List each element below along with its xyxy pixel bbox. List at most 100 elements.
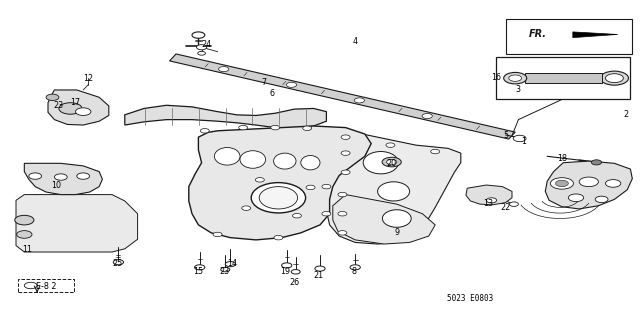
Circle shape (303, 126, 312, 130)
Text: 1: 1 (521, 137, 526, 146)
Polygon shape (573, 32, 618, 38)
Circle shape (113, 260, 124, 265)
Circle shape (322, 184, 331, 189)
Circle shape (24, 282, 37, 289)
Polygon shape (48, 90, 109, 125)
Circle shape (315, 266, 325, 271)
Circle shape (605, 180, 621, 187)
Circle shape (200, 129, 209, 133)
Ellipse shape (274, 153, 296, 169)
Ellipse shape (214, 147, 240, 165)
Polygon shape (189, 126, 371, 240)
Text: 21: 21 (313, 271, 323, 280)
Text: E-8 2: E-8 2 (36, 282, 56, 291)
Circle shape (595, 196, 608, 203)
Circle shape (509, 202, 518, 206)
Circle shape (513, 135, 526, 142)
Circle shape (509, 75, 522, 81)
Circle shape (195, 265, 205, 270)
Circle shape (386, 143, 395, 147)
Text: 22: 22 (500, 203, 511, 212)
Ellipse shape (259, 187, 298, 209)
Text: 10: 10 (51, 181, 61, 190)
Circle shape (76, 108, 91, 115)
Text: 9: 9 (394, 228, 399, 237)
Circle shape (225, 262, 236, 267)
Text: 11: 11 (22, 245, 32, 254)
Circle shape (17, 231, 32, 238)
Circle shape (306, 185, 315, 189)
Text: 23: 23 (219, 267, 229, 276)
Circle shape (221, 267, 230, 272)
Text: 12: 12 (83, 74, 93, 83)
Circle shape (242, 206, 251, 211)
Circle shape (387, 160, 397, 165)
Circle shape (192, 32, 205, 38)
Polygon shape (333, 195, 435, 244)
Text: 26: 26 (289, 278, 300, 287)
Circle shape (422, 114, 433, 119)
Text: 14: 14 (227, 259, 237, 268)
Circle shape (591, 160, 602, 165)
Text: 6: 6 (269, 89, 275, 98)
Circle shape (198, 51, 205, 55)
Circle shape (600, 71, 628, 85)
Text: 24: 24 (202, 40, 212, 48)
Circle shape (46, 94, 59, 100)
Ellipse shape (240, 151, 266, 168)
Circle shape (338, 211, 347, 216)
Circle shape (550, 178, 573, 189)
Text: 13: 13 (483, 199, 493, 208)
Text: 16: 16 (491, 73, 501, 82)
Circle shape (15, 215, 34, 225)
Circle shape (77, 173, 90, 179)
Circle shape (341, 151, 350, 155)
Circle shape (431, 149, 440, 154)
Polygon shape (545, 161, 632, 209)
Text: 2: 2 (623, 110, 628, 119)
Circle shape (291, 270, 300, 274)
Circle shape (556, 180, 568, 187)
Circle shape (29, 173, 42, 179)
Polygon shape (125, 105, 326, 128)
Circle shape (322, 211, 331, 216)
Text: 19: 19 (280, 267, 290, 276)
Circle shape (605, 74, 623, 83)
Text: 3: 3 (516, 85, 521, 94)
Ellipse shape (301, 155, 320, 170)
Text: 18: 18 (557, 154, 567, 163)
Text: 4: 4 (353, 37, 358, 46)
Polygon shape (326, 129, 461, 244)
Circle shape (338, 192, 347, 197)
Circle shape (350, 265, 360, 270)
Text: 23: 23 (54, 101, 64, 110)
Circle shape (338, 231, 347, 235)
Polygon shape (525, 73, 602, 83)
Circle shape (355, 98, 365, 103)
Polygon shape (16, 195, 138, 252)
Circle shape (287, 82, 297, 87)
Text: 15: 15 (193, 267, 204, 276)
Circle shape (486, 198, 497, 203)
Ellipse shape (363, 152, 398, 174)
Circle shape (341, 135, 350, 139)
Polygon shape (466, 185, 512, 205)
Polygon shape (506, 19, 632, 54)
Circle shape (282, 263, 292, 268)
Text: 25: 25 (112, 259, 122, 268)
Circle shape (504, 72, 527, 84)
Text: 5: 5 (503, 131, 508, 140)
Circle shape (59, 103, 82, 114)
Polygon shape (170, 54, 515, 139)
Text: FR.: FR. (529, 29, 547, 40)
Circle shape (239, 125, 248, 130)
Circle shape (213, 232, 222, 237)
Circle shape (341, 170, 350, 174)
Circle shape (196, 45, 207, 50)
Circle shape (292, 213, 301, 218)
Ellipse shape (378, 182, 410, 201)
Circle shape (274, 235, 283, 240)
Circle shape (271, 125, 280, 130)
Ellipse shape (251, 182, 306, 213)
Circle shape (255, 178, 264, 182)
